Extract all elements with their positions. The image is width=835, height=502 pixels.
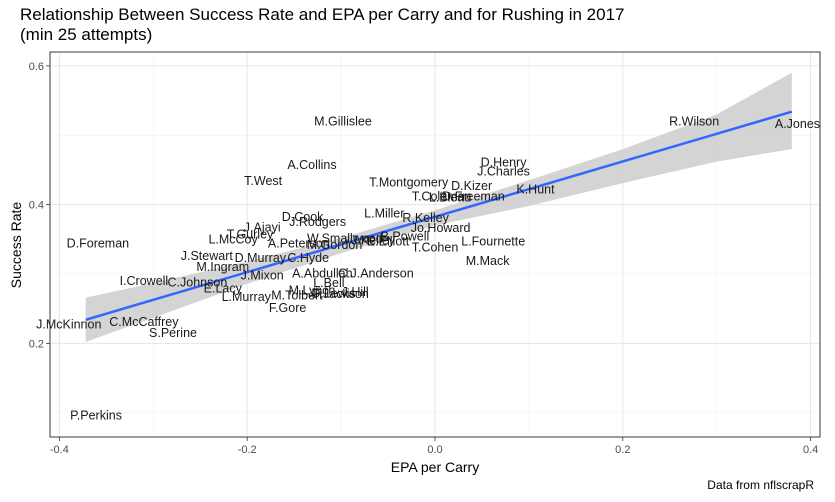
- point-label: A.Peterson: [268, 236, 330, 250]
- point-label: F.Gore: [269, 301, 307, 315]
- point-label: M.Gordon: [307, 238, 363, 252]
- point-label: C.Johnson: [168, 275, 228, 289]
- point-label: D.Cook: [282, 210, 324, 224]
- point-label: J.Charles: [477, 164, 530, 178]
- point-label: K.Hunt: [516, 182, 555, 196]
- point-label: D.Murray: [235, 251, 287, 265]
- point-label: J.Ajayi: [244, 220, 281, 234]
- point-label: J.Stewart: [181, 249, 234, 263]
- x-axis-ticks: -0.4 -0.2 0.0 0.2 0.4: [50, 437, 818, 456]
- point-label: D.Foreman: [67, 236, 130, 250]
- point-label: A.Abdullah: [292, 266, 353, 280]
- point-label: L.Fournette: [461, 234, 525, 248]
- point-label: L.Miller: [364, 207, 404, 221]
- point-label: D.Henry: [481, 155, 528, 169]
- y-tick-label: 0.6: [29, 61, 44, 73]
- point-label: C.McCaffrey: [109, 315, 179, 329]
- point-label: S.Perine: [149, 326, 197, 340]
- point-label: J.McKinnon: [36, 318, 101, 332]
- point-label: T.Cohen: [412, 241, 459, 255]
- point-label: T.West: [244, 174, 282, 188]
- point-label: D.Kizer: [451, 179, 492, 193]
- x-tick-label: -0.2: [238, 444, 257, 456]
- point-label: R.Wilson: [669, 114, 719, 128]
- point-label: I.Crowell: [120, 274, 169, 288]
- point-label: M.Lynch: [289, 284, 336, 298]
- y-tick-label: 0.4: [29, 200, 44, 212]
- major-gridlines: [50, 52, 820, 437]
- point-label: R.Kelley: [402, 211, 449, 225]
- point-label: J.Rodgers: [289, 215, 346, 229]
- point-label: L.McCoy: [208, 232, 258, 246]
- point-label: C.Hyde: [287, 251, 329, 265]
- chart-title-line1: Relationship Between Success Rate and EP…: [20, 5, 625, 24]
- x-tick-label: 0.0: [427, 444, 442, 456]
- chart-title: Relationship Between Success Rate and EP…: [20, 5, 624, 45]
- point-label: L.Bell: [313, 276, 344, 290]
- x-tick-label: -0.4: [50, 444, 69, 456]
- confidence-band: [85, 72, 792, 343]
- point-label: A.Collins: [287, 158, 336, 172]
- point-label: Jo.Howard: [411, 221, 471, 235]
- point-label: J.Hill: [342, 285, 369, 299]
- y-axis-title: Success Rate: [8, 201, 24, 288]
- point-label: E.Lacy: [204, 282, 243, 296]
- point-label: D.Freeman: [442, 189, 505, 203]
- point-label: A.Jones: [775, 117, 820, 131]
- point-label: T.Coleman: [412, 189, 472, 203]
- point-label: T.Montgomery: [369, 175, 449, 189]
- point-label: M.Gillislee: [314, 114, 372, 128]
- x-tick-label: 0.2: [615, 444, 630, 456]
- x-axis-title: EPA per Carry: [390, 459, 480, 475]
- trend-line: [85, 110, 793, 321]
- caption: Data from nflscrapR: [707, 478, 814, 492]
- point-label: J.Kelley: [351, 234, 396, 248]
- y-tick-label: 0.2: [29, 338, 44, 350]
- point-label: B.Powell: [381, 230, 430, 244]
- point-label: M.Tolbert: [271, 288, 323, 302]
- point-label: D.Lewis: [311, 286, 355, 300]
- point-labels: M.Gillislee R.Wilson A.Jones D.HenryJ.Charl…: [36, 114, 820, 422]
- y-axis-ticks: 0.2 0.4 0.6: [29, 61, 50, 350]
- point-label: M.Mack: [466, 254, 511, 268]
- point-label: P.Perkins: [70, 408, 122, 422]
- point-label: J.Mixon: [241, 268, 284, 282]
- point-label: L.Bleau: [429, 191, 471, 205]
- point-label: T.Gurley: [227, 227, 274, 241]
- x-tick-label: 0.4: [803, 444, 818, 456]
- point-label: F.Jackson: [313, 287, 369, 301]
- point-label: E.Elliott: [367, 234, 410, 248]
- point-label: W.Smallwood: [307, 232, 383, 246]
- point-label: M.Ingram: [196, 260, 249, 274]
- point-label: C.J.Anderson: [338, 266, 414, 280]
- point-label: L.Murray: [222, 290, 272, 304]
- chart-title-line2: (min 25 attempts): [20, 25, 153, 44]
